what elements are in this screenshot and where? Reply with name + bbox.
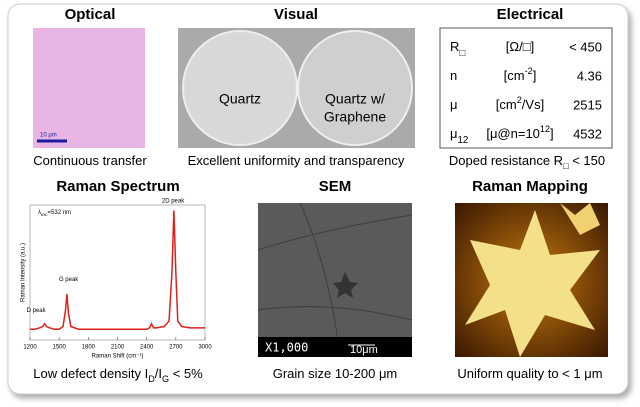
unit-part: 2 bbox=[517, 95, 522, 105]
caption-part: Doped resistance R bbox=[449, 153, 563, 168]
symbol-sub: □ bbox=[459, 48, 465, 59]
symbol-sub: 12 bbox=[458, 135, 469, 146]
panel-title: Electrical bbox=[497, 6, 564, 23]
magnification: X1,000 bbox=[265, 341, 308, 355]
unit: [Ω/□] bbox=[506, 39, 534, 54]
y-label: Raman Intensity (a.u.) bbox=[21, 243, 27, 302]
optical-image bbox=[33, 28, 145, 148]
symbol-part: μ bbox=[450, 126, 458, 141]
caption-part: D bbox=[148, 374, 155, 384]
unit: [μ@n=1012] bbox=[486, 124, 553, 141]
x-tick-label: 1800 bbox=[82, 345, 96, 351]
panel-title: Raman Mapping bbox=[472, 178, 588, 195]
caption-part: Excellent uniformity and transparency bbox=[188, 153, 405, 168]
caption-part: Continuous transfer bbox=[33, 153, 147, 168]
wafer-label: Quartz w/ bbox=[325, 91, 385, 107]
value: < 450 bbox=[569, 39, 602, 54]
symbol-part: R bbox=[450, 39, 459, 54]
x-tick-label: 1500 bbox=[52, 345, 66, 351]
annotation: G peak bbox=[59, 277, 79, 283]
x-tick-label: 2100 bbox=[111, 345, 125, 351]
symbol: R□ bbox=[450, 39, 465, 59]
panel-title: Optical bbox=[65, 6, 116, 23]
unit-part: /Vs] bbox=[522, 97, 544, 112]
wafer bbox=[297, 30, 413, 146]
x-tick-label: 2700 bbox=[169, 345, 183, 351]
caption: Doped resistance R□ < 150 bbox=[449, 153, 605, 171]
unit-part: [Ω/□] bbox=[506, 39, 534, 54]
grain bbox=[333, 272, 358, 298]
plot-area bbox=[29, 204, 206, 341]
unit-part: 12 bbox=[540, 124, 550, 134]
panel-title: Visual bbox=[274, 6, 318, 23]
sem-bar bbox=[258, 337, 412, 357]
unit-part: [cm bbox=[496, 97, 517, 112]
scale-label: 10μm bbox=[350, 344, 378, 356]
excitation: λexc=532 nm bbox=[38, 210, 71, 217]
caption-part: < 5% bbox=[169, 366, 203, 381]
x-tick-label: 3000 bbox=[198, 345, 212, 351]
annotation: 2D peak bbox=[162, 199, 185, 205]
caption-part: □ bbox=[563, 161, 569, 171]
x-label: Raman Shift (cm⁻¹) bbox=[92, 354, 144, 360]
excitation-part: λ bbox=[38, 210, 41, 216]
panel-title: SEM bbox=[319, 178, 352, 195]
caption-part: Low defect density I bbox=[33, 366, 148, 381]
caption-part: Grain size 10-200 μm bbox=[273, 366, 398, 381]
excitation-part: exc bbox=[41, 212, 48, 217]
table-box bbox=[439, 27, 613, 149]
caption: Continuous transfer bbox=[33, 153, 147, 168]
unit-part: [μ@n=10 bbox=[486, 126, 540, 141]
x-tick-label: 2400 bbox=[140, 345, 154, 351]
symbol-part: n bbox=[450, 68, 457, 83]
spectrum bbox=[30, 210, 205, 330]
unit-part: ] bbox=[550, 126, 554, 141]
unit: [cm-2] bbox=[504, 66, 537, 83]
unit-part: -2 bbox=[525, 66, 533, 76]
value: 4.36 bbox=[577, 68, 602, 83]
annotation: D peak bbox=[27, 308, 47, 314]
grain bbox=[465, 210, 600, 357]
unit-part: ] bbox=[533, 68, 537, 83]
wafer-label: Graphene bbox=[324, 109, 386, 125]
wafer bbox=[182, 30, 298, 146]
unit-part: [cm bbox=[504, 68, 525, 83]
sem-image bbox=[258, 203, 412, 357]
symbol-part: μ bbox=[450, 97, 458, 112]
value: 2515 bbox=[573, 97, 602, 112]
value: 4532 bbox=[573, 126, 602, 141]
caption: Low defect density ID/IG < 5% bbox=[33, 366, 203, 384]
unit: [cm2/Vs] bbox=[496, 95, 544, 112]
excitation-part: =532 nm bbox=[48, 210, 72, 216]
caption: Excellent uniformity and transparency bbox=[188, 153, 405, 168]
caption-part: < 150 bbox=[569, 153, 606, 168]
caption-part: G bbox=[162, 374, 169, 384]
symbol: n bbox=[450, 68, 457, 83]
grain bbox=[560, 203, 600, 235]
panel-title: Raman Spectrum bbox=[56, 178, 179, 195]
wafer-label: Quartz bbox=[219, 91, 261, 107]
caption-part: /I bbox=[155, 366, 162, 381]
scale-label: 10 μm bbox=[40, 133, 57, 139]
symbol: μ bbox=[450, 97, 458, 112]
caption-part: Uniform quality to < 1 μm bbox=[457, 366, 602, 381]
symbol: μ12 bbox=[450, 126, 468, 146]
x-tick-label: 1200 bbox=[23, 345, 37, 351]
caption: Uniform quality to < 1 μm bbox=[457, 366, 602, 381]
caption: Grain size 10-200 μm bbox=[273, 366, 398, 381]
